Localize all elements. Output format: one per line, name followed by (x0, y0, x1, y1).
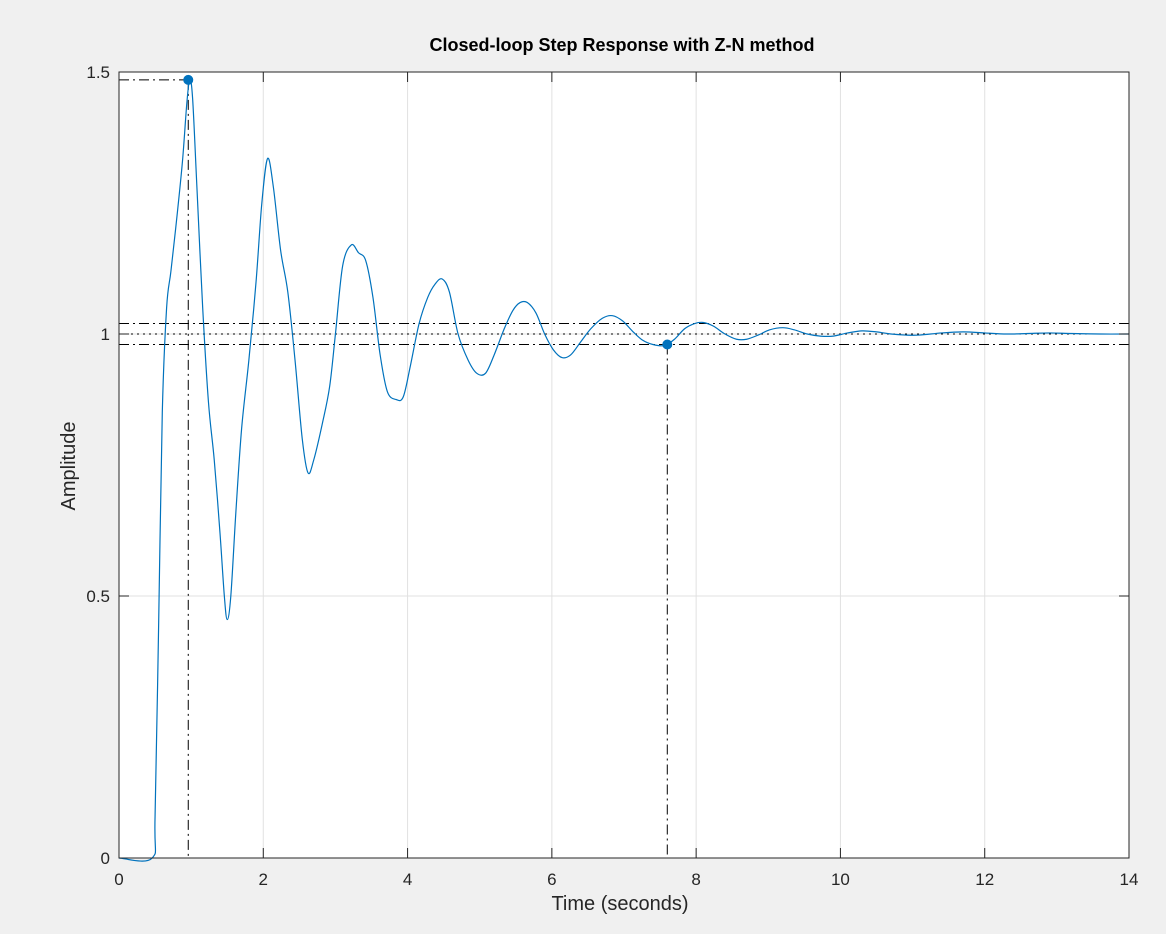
x-tick-label: 8 (691, 870, 700, 889)
y-tick-label: 0 (101, 849, 110, 868)
tick-group (118, 71, 1130, 859)
marker-group (183, 74, 673, 350)
tick-labels: 0 2 4 6 8 10 12 14 0 0.5 1 1.5 (86, 63, 1138, 889)
x-axis-label: Time (seconds) (551, 893, 688, 915)
x-tick-label: 10 (831, 870, 850, 889)
x-tick-label: 12 (975, 870, 994, 889)
reference-lines (119, 79, 1129, 858)
y-tick-label: 1 (101, 325, 110, 344)
x-tick-label: 14 (1120, 870, 1139, 889)
peak-response-marker[interactable] (183, 74, 194, 85)
x-tick-label: 6 (547, 870, 556, 889)
step-response-line (118, 79, 1130, 862)
y-tick-label: 1.5 (86, 63, 110, 82)
axes-box (118, 71, 1130, 859)
chart-title: Closed-loop Step Response with Z-N metho… (429, 35, 814, 55)
series-group (118, 79, 1130, 862)
x-tick-label: 0 (114, 870, 123, 889)
plot-area (119, 72, 1129, 858)
settling-time-marker[interactable] (662, 339, 673, 350)
x-tick-label: 2 (259, 870, 268, 889)
y-axis-label: Amplitude (58, 422, 80, 511)
y-tick-label: 0.5 (86, 587, 110, 606)
x-tick-label: 4 (403, 870, 412, 889)
